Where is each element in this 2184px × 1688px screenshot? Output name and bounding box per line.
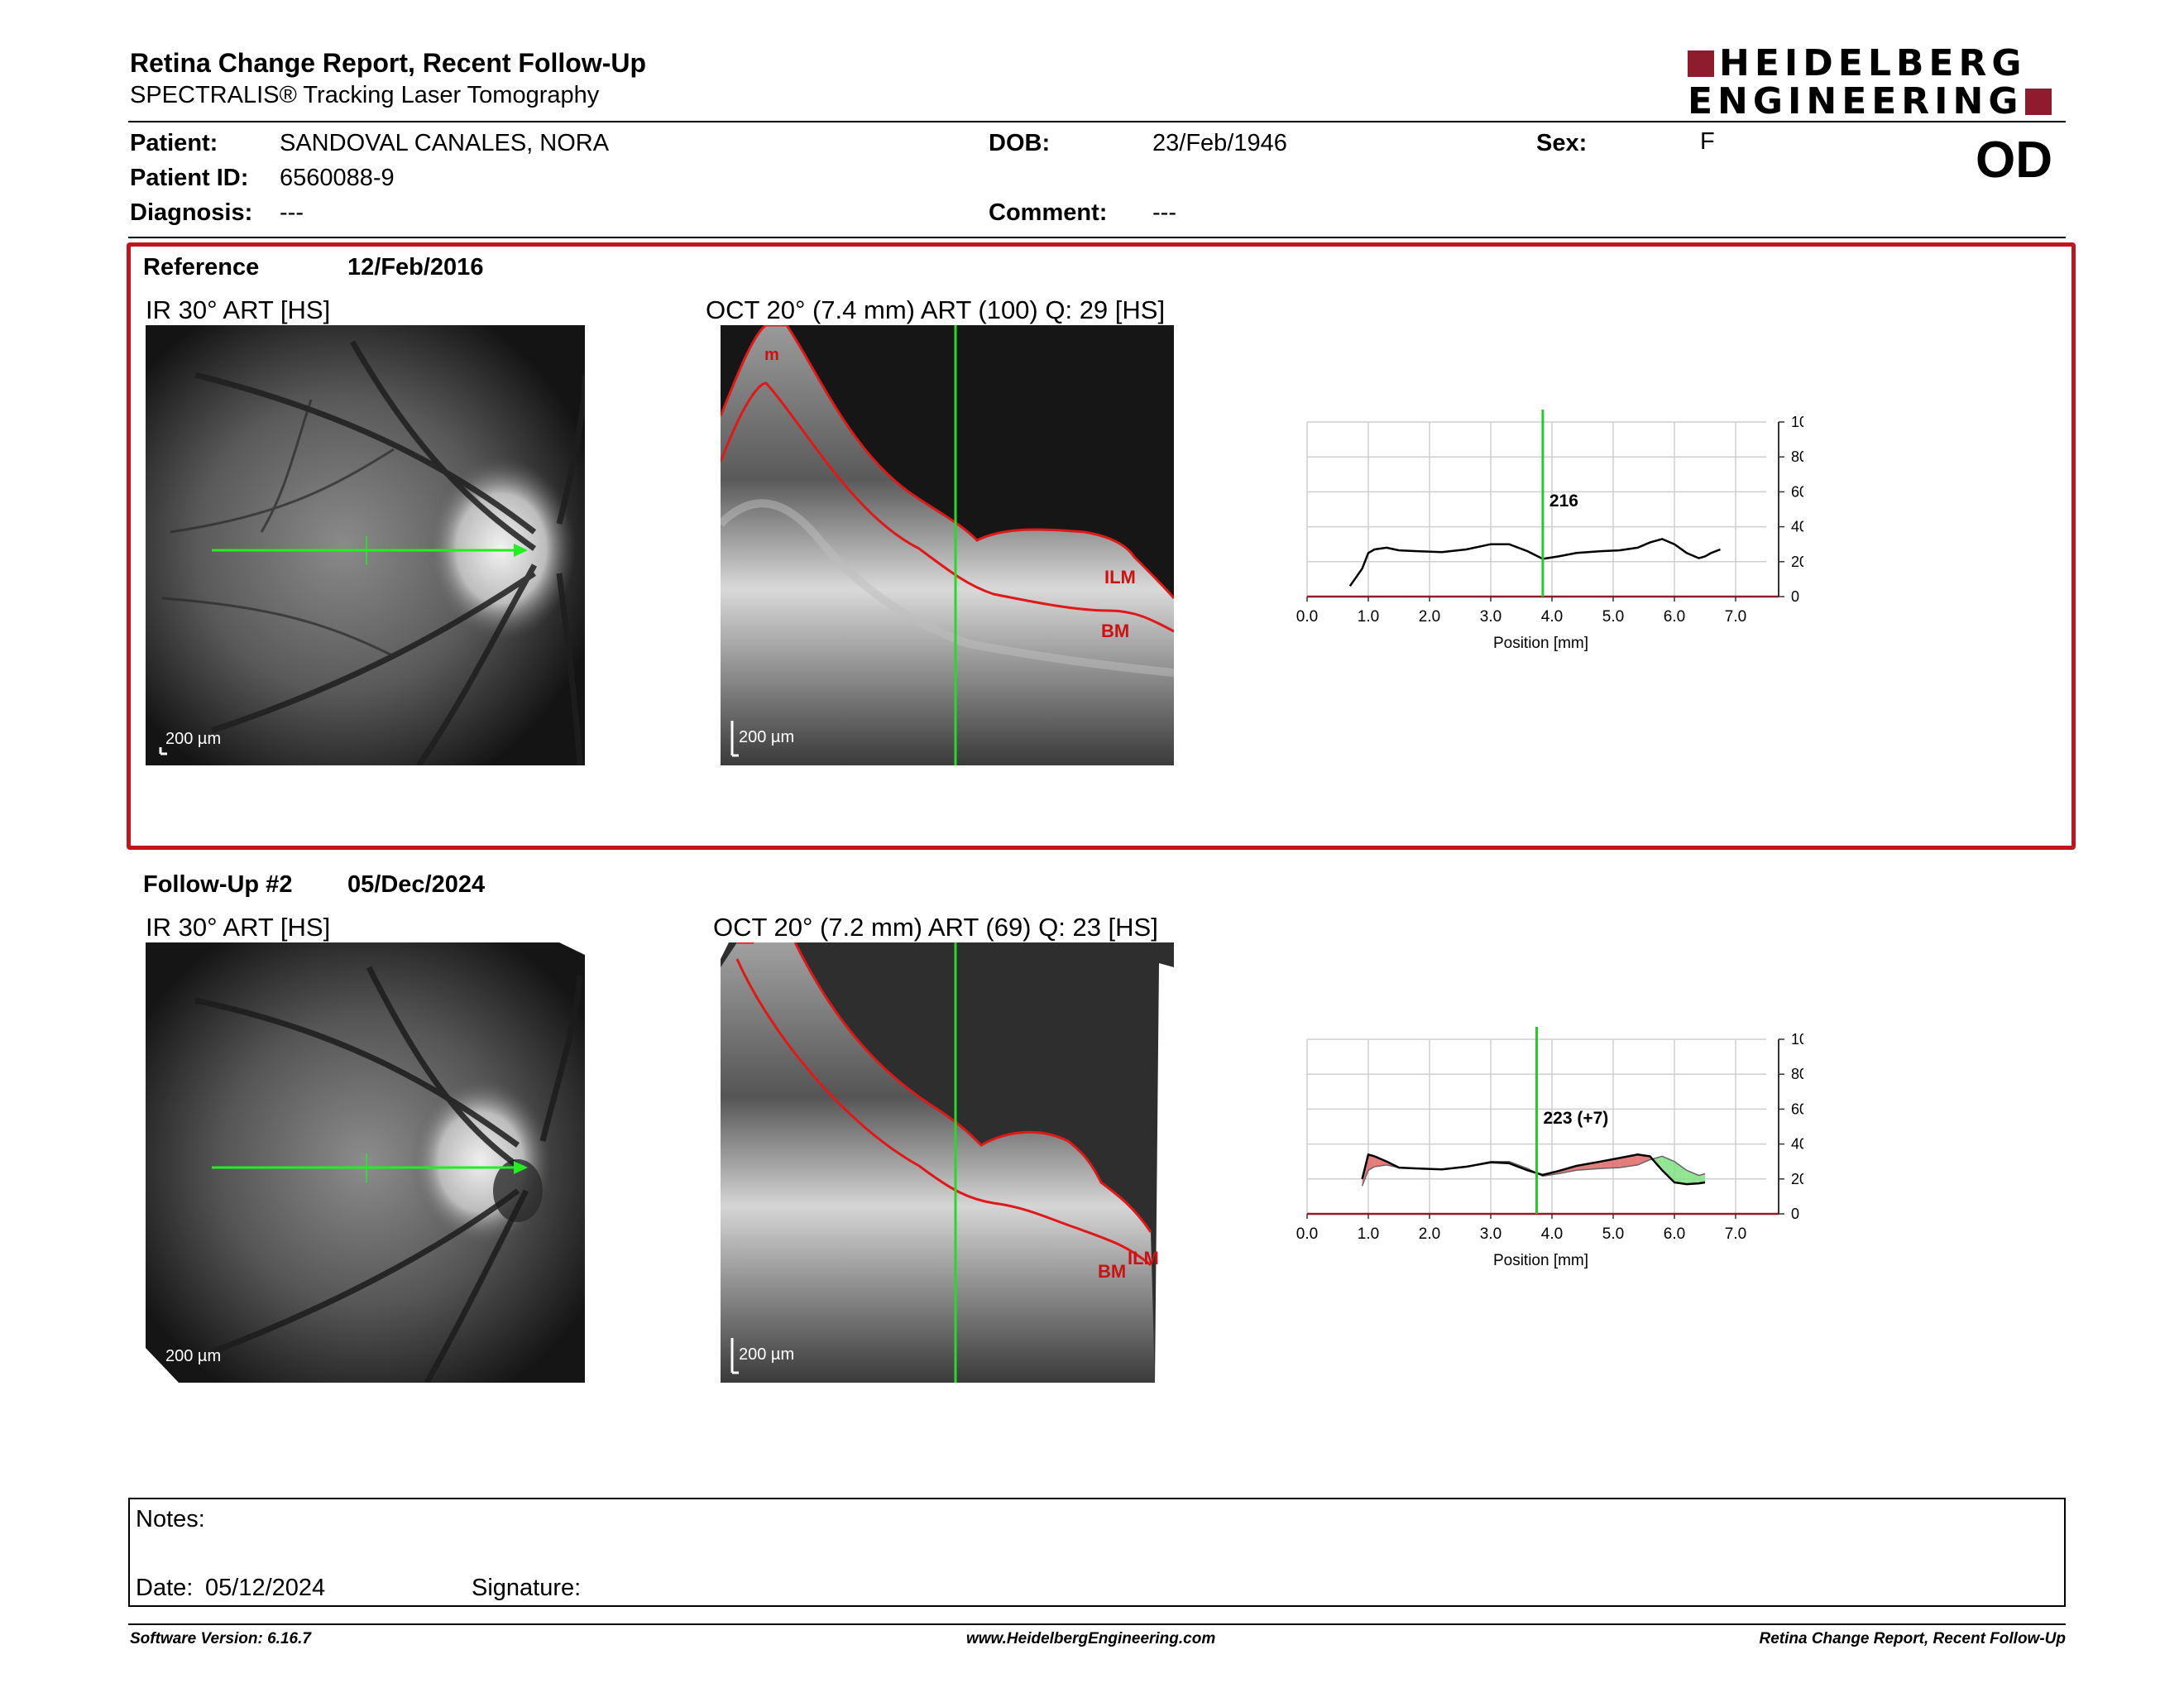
sex-value: F <box>1700 128 1715 155</box>
patient-id: 6560088-9 <box>280 165 395 191</box>
thickness-increase-area <box>1637 1154 1650 1165</box>
diagnosis-label: Diagnosis: <box>130 199 253 226</box>
reference-frame <box>127 242 2076 850</box>
comment-label: Comment: <box>989 199 1108 226</box>
thickness-increase-area <box>1387 1161 1399 1168</box>
x-tick-label: 2.0 <box>1419 1225 1440 1243</box>
x-tick-label: 2.0 <box>1419 608 1440 626</box>
notes-box[interactable] <box>128 1498 2066 1607</box>
y-tick-label: 1000 <box>1791 1031 1803 1048</box>
y-tick-label: 200 <box>1791 1171 1803 1187</box>
thickness-increase-area <box>1368 1154 1375 1171</box>
y-tick-label: 0 <box>1791 588 1799 605</box>
software-version: Software Version: 6.16.7 <box>130 1630 311 1647</box>
x-axis-label: Position [mm] <box>1493 635 1588 652</box>
followup-oct-scale: 200 µm <box>739 1345 795 1364</box>
patient-label: Patient: <box>130 130 218 156</box>
patient-name: SANDOVAL CANALES, NORA <box>280 130 610 156</box>
notes-label: Notes: <box>136 1506 205 1532</box>
y-tick-label: 600 <box>1791 483 1803 500</box>
diagnosis-value: --- <box>280 199 304 226</box>
thickness-decrease-area <box>1698 1173 1705 1184</box>
website-link[interactable]: www.HeidelbergEngineering.com <box>966 1630 1216 1647</box>
thickness-increase-area <box>1576 1161 1602 1171</box>
x-tick-label: 6.0 <box>1664 1225 1685 1243</box>
date-value: 05/12/2024 <box>205 1575 326 1601</box>
reference-thickness-chart: 0.0 1.0 2.0 3.0 4.0 5.0 6.0 7.0 0 200 400 600 800 100… <box>1291 410 1852 674</box>
date-label: Date: <box>136 1575 194 1601</box>
x-axis-label: Position [mm] <box>1493 1252 1588 1269</box>
dob-label: DOB: <box>989 130 1051 156</box>
x-tick-label: 1.0 <box>1358 608 1379 626</box>
x-tick-label: 4.0 <box>1541 608 1563 626</box>
x-tick-label: 3.0 <box>1480 608 1502 626</box>
x-tick-label: 3.0 <box>1480 1225 1502 1243</box>
followup-ir-image[interactable] <box>146 942 585 1383</box>
y-tick-label: 400 <box>1791 519 1803 535</box>
y-tick-label: 800 <box>1791 1066 1803 1082</box>
cursor-thickness-label: 216 <box>1549 492 1578 511</box>
dob-value: 23/Feb/1946 <box>1152 130 1287 156</box>
reference-oct-caption: OCT 20° (7.4 mm) ART (100) Q: 29 [HS] <box>706 295 1166 324</box>
followup-layer-ilm: ILM <box>1128 1248 1159 1268</box>
y-tick-label: 0 <box>1791 1206 1799 1222</box>
sex-label: Sex: <box>1536 130 1588 156</box>
followup-thickness-line <box>1361 1153 1706 1186</box>
report-title: Retina Change Report, Recent Follow-Up <box>130 48 647 78</box>
thickness-line <box>1348 538 1721 587</box>
thickness-increase-area <box>1374 1156 1387 1168</box>
footer-report-name: Retina Change Report, Recent Follow-Up <box>1759 1630 2066 1647</box>
followup-oct-image[interactable] <box>721 942 1174 1383</box>
y-tick-label: 800 <box>1791 448 1803 465</box>
reference-layer-bm: BM <box>1101 621 1130 641</box>
signature-label: Signature: <box>472 1575 582 1601</box>
followup-thickness-chart: 0.0 1.0 2.0 3.0 4.0 5.0 6.0 7.0 0 200 400 600 800 100… <box>1291 1027 1852 1292</box>
followup-date: 05/Dec/2024 <box>347 871 486 898</box>
reference-date: 12/Feb/2016 <box>347 254 484 281</box>
reference-oct-image[interactable] <box>721 325 1174 765</box>
header-divider <box>128 121 2066 122</box>
x-tick-label: 1.0 <box>1358 1225 1379 1243</box>
cursor-thickness-label: 223 (+7) <box>1544 1109 1609 1128</box>
reference-layer-ilm: ILM <box>1104 567 1136 587</box>
followup-ir-scale: 200 µm <box>165 1347 222 1365</box>
eye-indicator: OD <box>1976 132 2052 189</box>
x-tick-label: 7.0 <box>1725 608 1746 626</box>
y-tick-label: 1000 <box>1791 414 1803 430</box>
reference-oct-scale: 200 µm <box>739 728 795 746</box>
thickness-decrease-area <box>1662 1156 1674 1183</box>
reference-ir-caption: IR 30° ART [HS] <box>146 295 331 324</box>
thickness-decrease-area <box>1674 1161 1687 1185</box>
followup-ir-caption: IR 30° ART [HS] <box>146 913 331 942</box>
thickness-increase-area <box>1601 1158 1620 1169</box>
x-tick-label: 0.0 <box>1296 608 1318 626</box>
followup-layer-bm: BM <box>1098 1261 1127 1282</box>
reference-label: Reference <box>143 254 260 281</box>
comment-value: --- <box>1152 199 1176 226</box>
reference-layer-top: m <box>764 346 779 364</box>
x-tick-label: 5.0 <box>1602 608 1624 626</box>
thickness-decrease-area <box>1686 1170 1699 1185</box>
reference-ir-scale: 200 µm <box>165 730 222 748</box>
footer-divider <box>128 1623 2066 1625</box>
y-tick-label: 400 <box>1791 1136 1803 1153</box>
reference-thickness-line <box>1361 1155 1706 1187</box>
x-tick-label: 0.0 <box>1296 1225 1318 1243</box>
patient-divider <box>128 237 2066 238</box>
x-tick-label: 4.0 <box>1541 1225 1563 1243</box>
heidelberg-logo: HEIDELBERG ENGINEERING <box>1688 46 2052 120</box>
y-tick-label: 600 <box>1791 1101 1803 1117</box>
followup-label: Follow-Up #2 <box>143 871 293 898</box>
followup-oct-caption: OCT 20° (7.2 mm) ART (69) Q: 23 [HS] <box>713 913 1158 942</box>
report-subtitle: SPECTRALIS® Tracking Laser Tomography <box>130 82 600 108</box>
x-tick-label: 5.0 <box>1602 1225 1624 1243</box>
y-tick-label: 200 <box>1791 554 1803 570</box>
reference-ir-image[interactable] <box>146 325 585 765</box>
x-tick-label: 7.0 <box>1725 1225 1746 1243</box>
x-tick-label: 6.0 <box>1664 608 1685 626</box>
patient-id-label: Patient ID: <box>130 165 249 191</box>
